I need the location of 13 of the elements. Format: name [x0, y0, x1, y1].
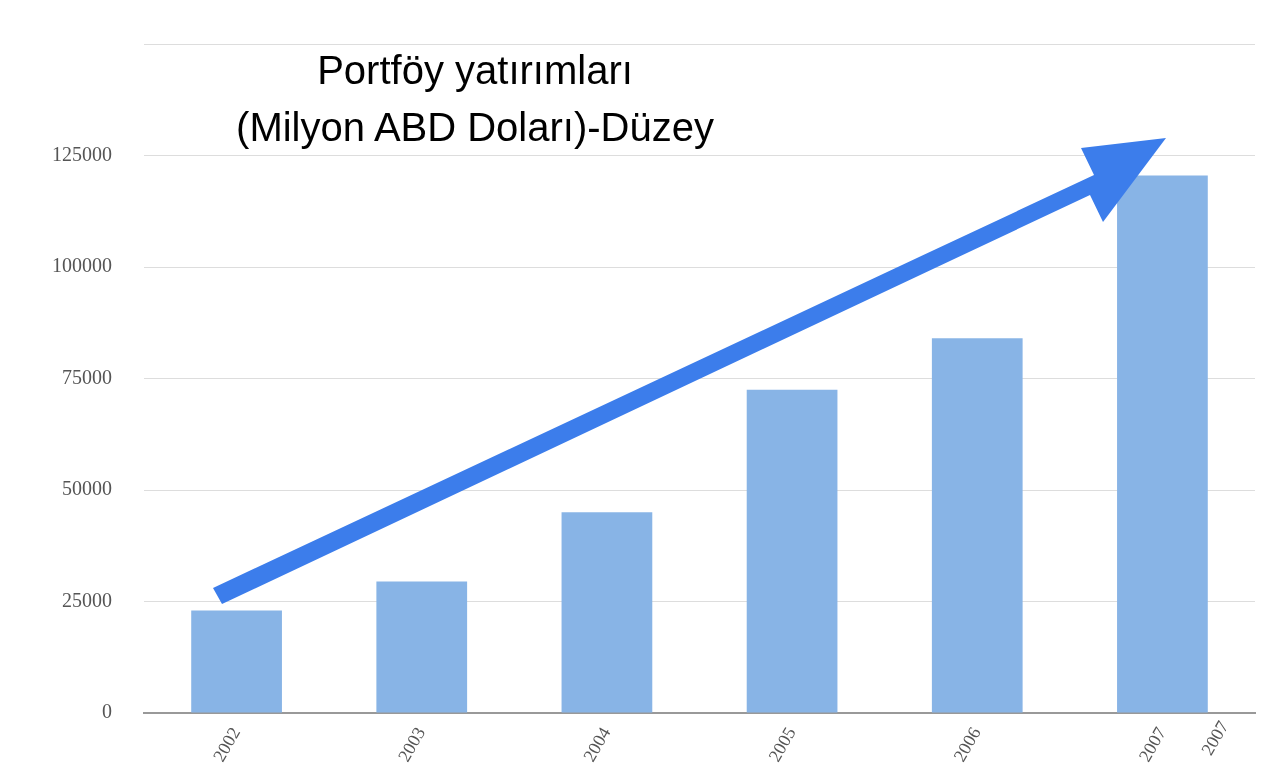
y-tick-label: 50000 — [62, 477, 112, 500]
y-tick-label: 0 — [102, 700, 112, 723]
text: Portföy yatırımları (Milyon ABD Doları)-Düzey — [236, 48, 714, 149]
y-tick-label: 25000 — [62, 588, 112, 611]
y-tick-label: 125000 — [52, 142, 112, 165]
bar — [561, 512, 653, 713]
bar — [931, 338, 1023, 713]
y-tick-label: 100000 — [52, 254, 112, 277]
bar — [746, 389, 838, 713]
bar — [191, 610, 282, 713]
y-tick-label: 75000 — [62, 365, 112, 388]
bar — [1117, 175, 1208, 713]
bar — [376, 581, 468, 713]
